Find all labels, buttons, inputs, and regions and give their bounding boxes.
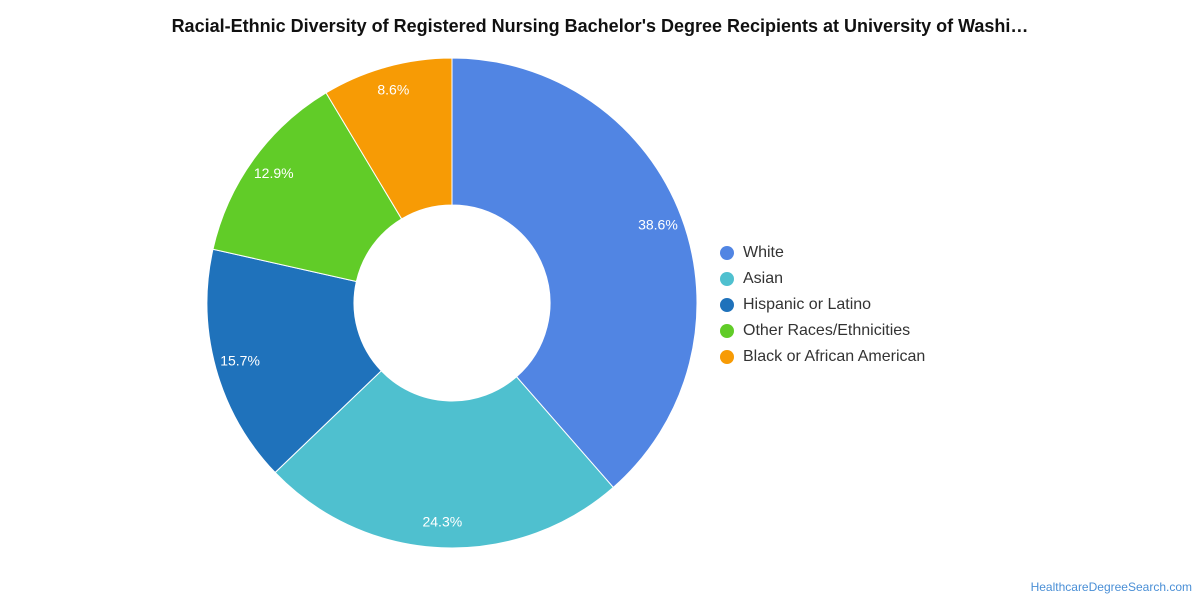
slice-other-races-ethnicities[interactable]	[212, 92, 403, 283]
slice-label-black-or-african-american: 8.6%	[377, 82, 409, 98]
legend-label: Other Races/Ethnicities	[743, 322, 911, 339]
slice-label-hispanic-or-latino: 15.7%	[220, 353, 260, 369]
legend-swatch	[720, 298, 734, 312]
slice-black-or-african-american[interactable]	[325, 57, 453, 220]
legend-swatch	[720, 246, 734, 260]
legend-swatch	[720, 350, 734, 364]
legend-label: Asian	[743, 270, 784, 287]
chart-legend: White Asian Hispanic or Latino Other Races/…	[720, 240, 925, 370]
legend-swatch	[720, 272, 734, 286]
legend-swatch	[720, 324, 734, 338]
slice-label-other-races-ethnicities: 12.9%	[254, 165, 294, 181]
slice-label-asian: 24.3%	[422, 513, 462, 529]
source-credit-link[interactable]: HealthcareDegreeSearch.com	[1030, 580, 1192, 594]
legend-label: Hispanic or Latino	[743, 296, 872, 313]
legend-item-white[interactable]: White	[720, 240, 925, 266]
chart-title: Racial-Ethnic Diversity of Registered Nu…	[171, 16, 1029, 36]
legend-item-other-races-ethnicities[interactable]: Other Races/Ethnicities	[720, 318, 925, 344]
legend-item-black-or-african-american[interactable]: Black or African American	[720, 344, 925, 370]
legend-label: Black or African American	[743, 348, 926, 365]
slice-white[interactable]	[451, 57, 698, 489]
slice-asian[interactable]	[274, 370, 615, 549]
legend-item-hispanic-or-latino[interactable]: Hispanic or Latino	[720, 292, 925, 318]
slice-label-white: 38.6%	[638, 216, 678, 232]
legend-item-asian[interactable]: Asian	[720, 266, 925, 292]
slice-hispanic-or-latino[interactable]	[206, 248, 382, 474]
legend-label: White	[743, 244, 784, 261]
